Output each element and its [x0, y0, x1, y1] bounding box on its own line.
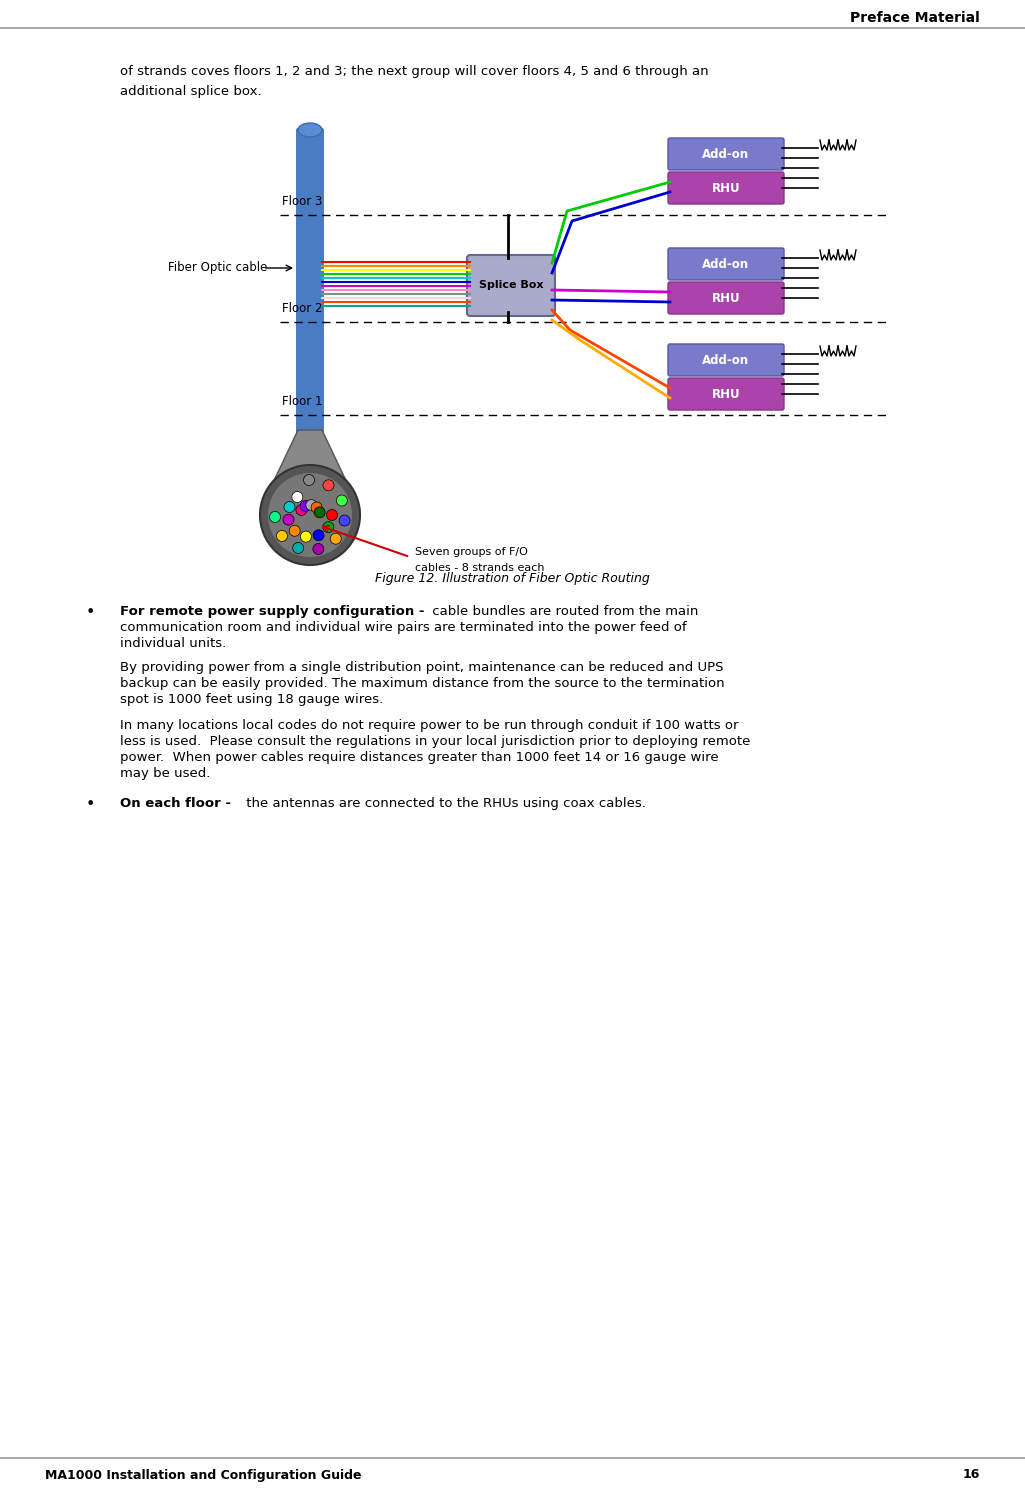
Text: Fiber Optic cable: Fiber Optic cable	[168, 262, 268, 274]
Text: backup can be easily provided. The maximum distance from the source to the termi: backup can be easily provided. The maxim…	[120, 677, 725, 690]
Circle shape	[330, 533, 341, 545]
Circle shape	[277, 530, 287, 542]
FancyBboxPatch shape	[668, 172, 784, 204]
Text: Add-on: Add-on	[702, 257, 749, 271]
Circle shape	[284, 501, 295, 512]
Circle shape	[300, 531, 312, 542]
Circle shape	[260, 466, 360, 564]
FancyBboxPatch shape	[668, 138, 784, 171]
Circle shape	[268, 473, 352, 557]
Circle shape	[313, 530, 324, 540]
Text: Add-on: Add-on	[702, 353, 749, 367]
Text: RHU: RHU	[711, 388, 740, 401]
Ellipse shape	[298, 123, 322, 138]
Circle shape	[289, 525, 300, 536]
Circle shape	[323, 481, 334, 491]
FancyBboxPatch shape	[668, 344, 784, 376]
Text: For remote power supply configuration -: For remote power supply configuration -	[120, 605, 424, 618]
Text: 16: 16	[962, 1469, 980, 1482]
Circle shape	[311, 501, 322, 513]
Circle shape	[327, 509, 337, 521]
Text: Seven groups of F/O: Seven groups of F/O	[415, 546, 528, 557]
Text: additional splice box.: additional splice box.	[120, 85, 261, 97]
Text: •: •	[85, 605, 94, 620]
Text: communication room and individual wire pairs are terminated into the power feed : communication room and individual wire p…	[120, 621, 687, 635]
Text: the antennas are connected to the RHUs using coax cables.: the antennas are connected to the RHUs u…	[242, 796, 646, 810]
FancyBboxPatch shape	[668, 281, 784, 314]
Text: On each floor -: On each floor -	[120, 796, 231, 810]
Circle shape	[283, 513, 294, 525]
Text: cables - 8 strands each: cables - 8 strands each	[415, 563, 544, 573]
Circle shape	[270, 512, 281, 522]
Polygon shape	[260, 430, 360, 510]
Text: less is used.  Please consult the regulations in your local jurisdiction prior t: less is used. Please consult the regulat…	[120, 735, 750, 748]
Text: may be used.: may be used.	[120, 766, 210, 780]
FancyBboxPatch shape	[668, 379, 784, 410]
Circle shape	[305, 500, 317, 510]
Circle shape	[339, 515, 351, 525]
Circle shape	[292, 491, 302, 503]
Text: power.  When power cables require distances greater than 1000 feet 14 or 16 gaug: power. When power cables require distanc…	[120, 751, 719, 763]
Text: RHU: RHU	[711, 292, 740, 304]
Text: Floor 3: Floor 3	[282, 195, 323, 208]
Circle shape	[313, 543, 324, 554]
Text: Floor 1: Floor 1	[282, 395, 323, 409]
Text: spot is 1000 feet using 18 gauge wires.: spot is 1000 feet using 18 gauge wires.	[120, 693, 383, 707]
FancyBboxPatch shape	[467, 254, 555, 316]
Circle shape	[303, 475, 315, 485]
Text: Add-on: Add-on	[702, 148, 749, 160]
Circle shape	[293, 542, 303, 554]
Text: Floor 2: Floor 2	[282, 302, 323, 314]
Text: RHU: RHU	[711, 181, 740, 195]
Text: Preface Material: Preface Material	[851, 10, 980, 25]
Circle shape	[336, 496, 347, 506]
Circle shape	[300, 500, 312, 512]
Text: Splice Box: Splice Box	[479, 280, 543, 290]
Circle shape	[296, 504, 306, 515]
Text: MA1000 Installation and Configuration Guide: MA1000 Installation and Configuration Gu…	[45, 1469, 362, 1482]
Text: of strands coves floors 1, 2 and 3; the next group will cover floors 4, 5 and 6 : of strands coves floors 1, 2 and 3; the …	[120, 64, 708, 78]
Text: In many locations local codes do not require power to be run through conduit if : In many locations local codes do not req…	[120, 719, 738, 732]
FancyBboxPatch shape	[296, 129, 324, 452]
FancyBboxPatch shape	[668, 249, 784, 280]
Text: cable bundles are routed from the main: cable bundles are routed from the main	[428, 605, 698, 618]
Circle shape	[323, 521, 334, 533]
Text: By providing power from a single distribution point, maintenance can be reduced : By providing power from a single distrib…	[120, 662, 724, 674]
Circle shape	[314, 507, 325, 518]
Text: individual units.: individual units.	[120, 638, 227, 650]
Text: Figure 12. Illustration of Fiber Optic Routing: Figure 12. Illustration of Fiber Optic R…	[374, 572, 650, 585]
Text: •: •	[85, 796, 94, 811]
